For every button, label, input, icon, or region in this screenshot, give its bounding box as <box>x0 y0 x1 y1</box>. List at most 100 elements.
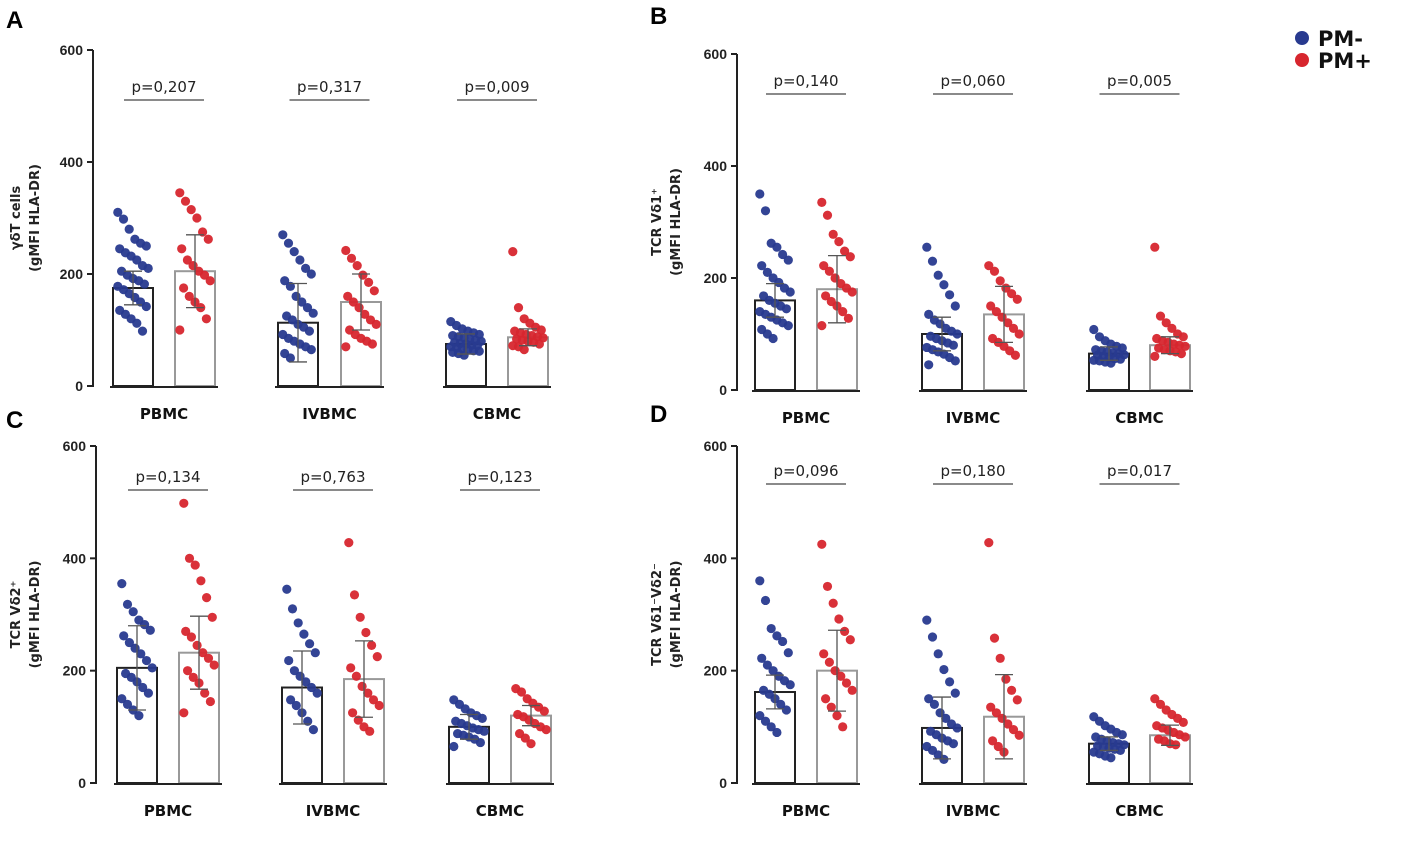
data-point <box>355 612 365 622</box>
data-point <box>1180 732 1190 742</box>
data-point <box>143 263 153 273</box>
y-axis-title-line2: (gMFI HLA-DR) <box>28 164 43 272</box>
data-point <box>138 682 148 693</box>
data-point <box>841 678 852 688</box>
data-point <box>117 694 127 704</box>
data-point <box>180 196 191 206</box>
data-point <box>198 648 208 658</box>
data-point <box>291 700 301 711</box>
data-point <box>933 649 943 659</box>
data-point <box>1089 324 1099 335</box>
category-label: PBMC <box>782 802 830 820</box>
legend: PM- PM+ <box>1295 27 1372 73</box>
y-tick-label: 600 <box>704 46 728 62</box>
panel-letter: D <box>650 401 667 428</box>
data-point <box>984 261 994 271</box>
y-axis-title-line2: (gMFI HLA-DR) <box>28 561 43 669</box>
data-point <box>836 671 846 681</box>
data-point <box>134 711 144 721</box>
legend-marker-pm-plus <box>1295 53 1309 67</box>
legend-marker-pm-minus <box>1295 31 1309 45</box>
data-point <box>140 620 150 630</box>
data-point <box>203 234 213 244</box>
data-point <box>847 287 857 297</box>
data-point <box>778 249 788 260</box>
data-point <box>534 339 545 349</box>
category-label: CBMC <box>1115 802 1163 820</box>
category-label: CBMC <box>1115 409 1163 427</box>
data-point <box>190 560 200 570</box>
category-group-ivbmc: IVBMC p=0,060 <box>919 72 1027 427</box>
y-axis-title-line1: TCR Vδ1⁺ <box>650 188 665 256</box>
data-point <box>344 538 354 548</box>
data-point <box>772 631 782 641</box>
data-point <box>1167 323 1177 333</box>
y-tick-label: 200 <box>60 266 84 282</box>
legend-label-pm-plus: PM+ <box>1318 49 1372 73</box>
data-point <box>766 623 776 634</box>
data-point <box>122 699 133 709</box>
data-point <box>301 263 311 273</box>
panel-letter: B <box>650 3 667 30</box>
data-point <box>933 270 943 280</box>
data-point <box>995 276 1005 286</box>
data-point <box>286 695 296 705</box>
data-point <box>365 726 375 736</box>
data-point <box>141 241 151 251</box>
data-point <box>304 326 314 336</box>
data-point <box>1150 242 1160 252</box>
p-value-label: p=0,060 <box>940 72 1005 90</box>
data-point <box>182 255 192 265</box>
data-point <box>929 699 940 709</box>
p-value-label: p=0,180 <box>940 462 1005 480</box>
data-point <box>822 210 833 220</box>
data-point <box>824 657 835 667</box>
data-point <box>124 224 134 234</box>
data-point <box>132 255 142 265</box>
data-point <box>757 261 767 271</box>
data-point <box>843 313 854 323</box>
data-point <box>203 653 214 663</box>
data-point <box>205 276 215 286</box>
data-point <box>821 694 831 704</box>
category-group-ivbmc: IVBMC p=0,317 <box>275 78 384 423</box>
p-value-label: p=0,317 <box>297 78 362 96</box>
data-point <box>1150 694 1160 704</box>
category-group-cbmc: CBMC p=0,017 <box>1086 462 1193 820</box>
y-tick-label: 200 <box>704 663 728 679</box>
data-point <box>118 214 129 224</box>
data-point <box>346 253 357 263</box>
category-label: IVBMC <box>302 405 357 423</box>
data-point <box>755 576 765 586</box>
data-point <box>1008 323 1019 333</box>
data-point <box>351 671 361 681</box>
data-point <box>924 360 934 370</box>
data-point <box>301 677 311 687</box>
data-point <box>143 688 153 698</box>
data-point <box>1180 341 1190 351</box>
data-point <box>986 702 996 712</box>
data-point <box>141 655 152 666</box>
panel-letter: C <box>6 407 23 434</box>
data-point <box>295 255 305 265</box>
data-point <box>783 255 793 265</box>
data-point <box>1117 730 1127 740</box>
data-point <box>117 579 127 589</box>
data-point <box>179 283 189 293</box>
data-point <box>768 333 778 344</box>
data-point <box>363 688 373 698</box>
data-point <box>845 635 855 645</box>
data-point <box>950 688 960 698</box>
data-point <box>113 207 123 217</box>
category-label: IVBMC <box>946 409 1001 427</box>
data-point <box>939 280 949 290</box>
data-point <box>772 242 782 252</box>
data-point <box>205 696 215 707</box>
data-point <box>293 618 303 628</box>
data-point <box>196 576 206 586</box>
data-point <box>927 632 938 642</box>
panel-a: A 0 200 400 600 γδT cells (gMFI HLA-DR) PBMC p=0… <box>6 7 551 423</box>
data-point <box>828 229 838 239</box>
data-point <box>819 261 829 271</box>
